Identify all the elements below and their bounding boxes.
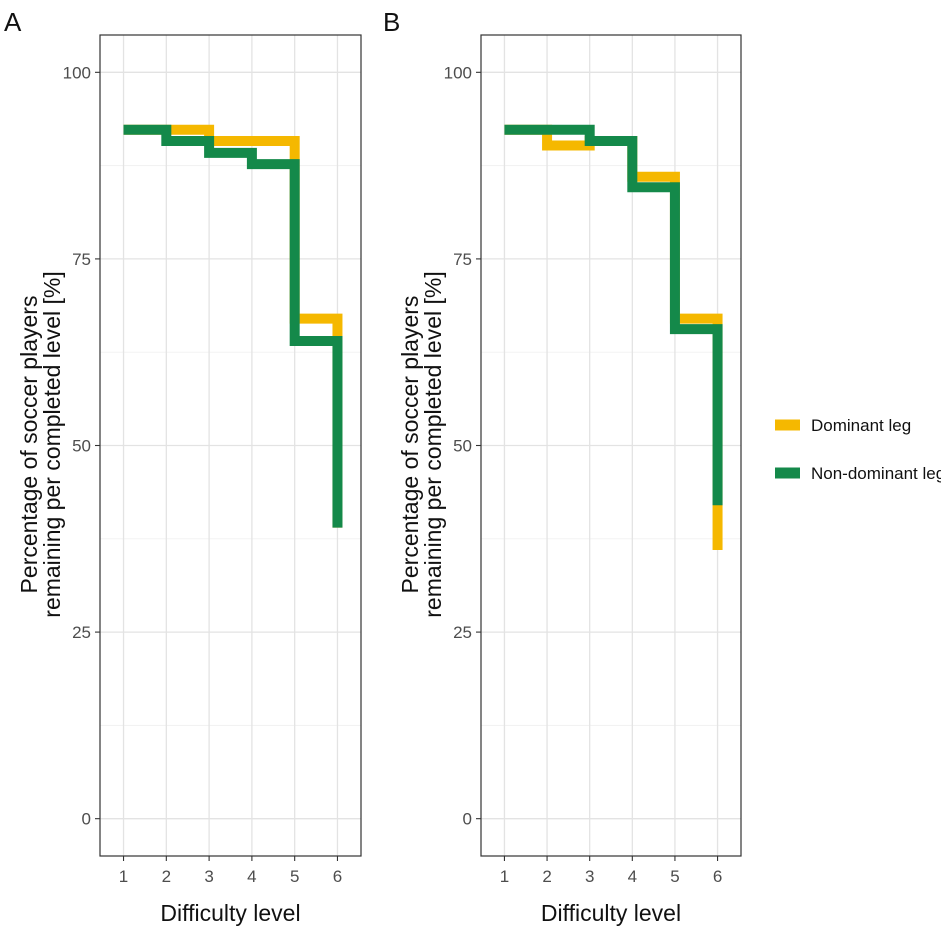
legend-label: Dominant leg bbox=[811, 416, 911, 435]
y-tick-label: 75 bbox=[453, 250, 472, 269]
series-line-non-dominant-leg bbox=[123, 124, 343, 528]
y-tick-label: 25 bbox=[453, 623, 472, 642]
x-tick-label: 2 bbox=[162, 867, 171, 886]
y-tick-label: 0 bbox=[82, 810, 91, 829]
series-line-dominant-leg bbox=[123, 124, 343, 528]
series-line-non-dominant-leg bbox=[504, 124, 723, 506]
legend-item-dominant-leg: Dominant leg bbox=[775, 416, 911, 435]
legend: Dominant leg Non-dominant leg bbox=[775, 416, 941, 483]
x-tick-label: 2 bbox=[542, 867, 551, 886]
y-axis-title-line: Percentage of soccer players bbox=[16, 296, 42, 594]
panel-a: A 0 25 50 75 100 1 2 3 4 5 6 Difficulty level Percent… bbox=[4, 7, 362, 926]
x-axis-title: Difficulty level bbox=[160, 900, 300, 926]
x-tick-label: 1 bbox=[119, 867, 128, 886]
y-tick-label: 50 bbox=[72, 437, 91, 456]
panel-b: B 0 25 50 75 100 1 2 3 4 5 6 Difficulty level Percent… bbox=[383, 7, 742, 926]
grid bbox=[100, 35, 361, 856]
x-tick-label: 4 bbox=[247, 867, 256, 886]
x-tick-label: 3 bbox=[204, 867, 213, 886]
x-tick-label: 6 bbox=[333, 867, 342, 886]
y-tick-label: 100 bbox=[444, 63, 472, 82]
y-tick-label: 25 bbox=[72, 623, 91, 642]
x-axis-title: Difficulty level bbox=[541, 900, 681, 926]
legend-item-non-dominant-leg: Non-dominant leg bbox=[775, 464, 941, 483]
x-tick-label: 1 bbox=[500, 867, 509, 886]
y-axis-title-line: remaining per completed level [%] bbox=[39, 271, 65, 617]
x-tick-label: 5 bbox=[290, 867, 299, 886]
grid bbox=[481, 35, 741, 856]
x-tick-label: 6 bbox=[713, 867, 722, 886]
y-axis-title-line: Percentage of soccer players bbox=[397, 296, 423, 594]
panel-label: A bbox=[4, 7, 22, 37]
x-tick-label: 3 bbox=[585, 867, 594, 886]
x-tick-label: 4 bbox=[628, 867, 637, 886]
legend-label: Non-dominant leg bbox=[811, 464, 941, 483]
panel-label: B bbox=[383, 7, 400, 37]
y-axis-title-line: remaining per completed level [%] bbox=[420, 271, 446, 617]
y-tick-label: 50 bbox=[453, 437, 472, 456]
y-tick-label: 100 bbox=[63, 63, 91, 82]
series-line-dominant-leg bbox=[504, 124, 723, 550]
y-tick-label: 75 bbox=[72, 250, 91, 269]
x-tick-label: 5 bbox=[670, 867, 679, 886]
y-tick-label: 0 bbox=[463, 810, 472, 829]
